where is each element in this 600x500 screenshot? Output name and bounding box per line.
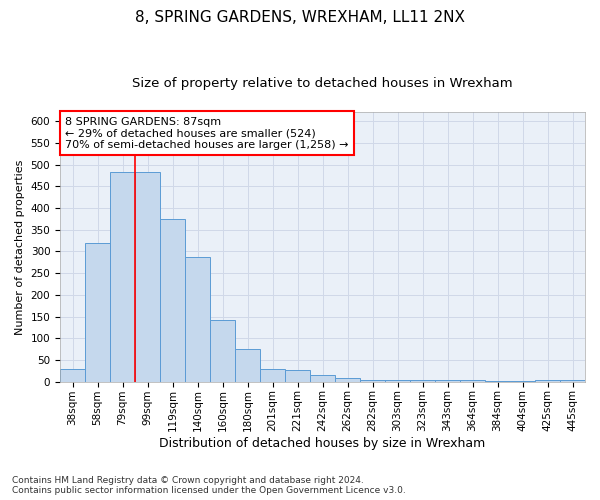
Bar [310, 375, 335, 382]
Bar [435, 380, 460, 382]
Bar [235, 349, 260, 382]
Bar [335, 378, 360, 382]
Bar [185, 256, 210, 382]
Text: 8, SPRING GARDENS, WREXHAM, LL11 2NX: 8, SPRING GARDENS, WREXHAM, LL11 2NX [135, 10, 465, 25]
Bar [560, 380, 585, 382]
Bar [535, 380, 560, 382]
Bar [385, 380, 410, 382]
Text: 8 SPRING GARDENS: 87sqm
← 29% of detached houses are smaller (524)
70% of semi-d: 8 SPRING GARDENS: 87sqm ← 29% of detache… [65, 116, 349, 150]
Bar [410, 380, 435, 382]
Bar [110, 172, 135, 382]
Bar [135, 172, 160, 382]
Title: Size of property relative to detached houses in Wrexham: Size of property relative to detached ho… [132, 78, 513, 90]
Bar [260, 368, 285, 382]
Text: Contains HM Land Registry data © Crown copyright and database right 2024.
Contai: Contains HM Land Registry data © Crown c… [12, 476, 406, 495]
Bar [485, 381, 510, 382]
Bar [60, 368, 85, 382]
Bar [285, 370, 310, 382]
Bar [210, 320, 235, 382]
Bar [460, 380, 485, 382]
Bar [360, 380, 385, 382]
X-axis label: Distribution of detached houses by size in Wrexham: Distribution of detached houses by size … [160, 437, 485, 450]
Bar [510, 381, 535, 382]
Bar [85, 242, 110, 382]
Y-axis label: Number of detached properties: Number of detached properties [15, 160, 25, 335]
Bar [160, 219, 185, 382]
